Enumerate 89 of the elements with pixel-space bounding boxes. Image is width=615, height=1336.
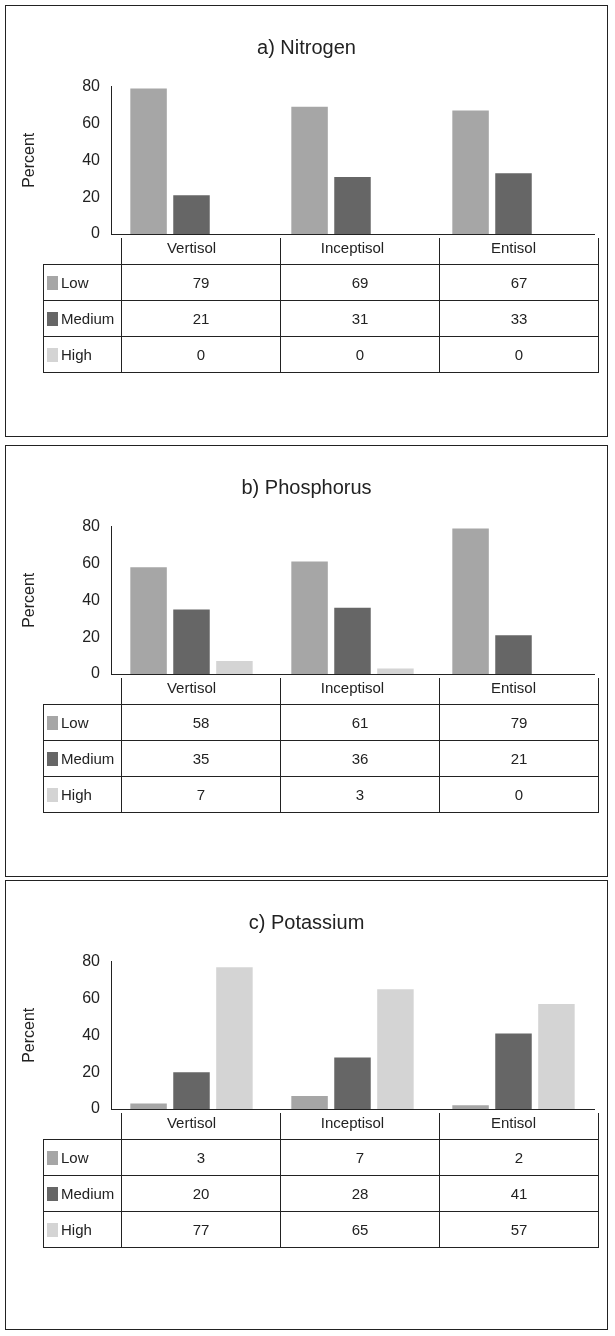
legend-label: Low — [61, 714, 89, 731]
y-tick-label: 60 — [82, 113, 101, 131]
y-tick-label: 0 — [91, 224, 101, 242]
data-label: 0 — [280, 336, 440, 373]
y-tick-label: 40 — [82, 590, 101, 608]
legend-label: Low — [61, 274, 89, 291]
bar — [538, 1003, 575, 1109]
bar — [334, 176, 371, 234]
data-label: 36 — [280, 740, 440, 777]
data-label: 58 — [121, 704, 281, 741]
bar — [291, 106, 328, 234]
bar — [173, 609, 210, 674]
chart-title: b) Phosphorus — [240, 476, 373, 499]
bar — [291, 1096, 328, 1109]
y-tick-label: 0 — [91, 664, 101, 682]
data-label: 69 — [280, 264, 440, 301]
data-label: 0 — [439, 336, 599, 373]
y-tick-label: 60 — [82, 553, 101, 571]
data-label: 3 — [121, 1139, 281, 1176]
data-label: 7 — [121, 776, 281, 813]
x-tick-label: Entisol — [490, 239, 537, 257]
data-label: 41 — [439, 1175, 599, 1212]
y-tick-label: 20 — [82, 627, 101, 645]
y-axis-title: Percent — [20, 132, 38, 188]
bar — [495, 1033, 532, 1109]
legend-label: Medium — [61, 750, 115, 767]
legend-label: Medium — [61, 310, 115, 327]
y-axis-title: Percent — [20, 1007, 38, 1063]
y-axis-title: Percent — [20, 572, 38, 628]
y-tick-label: 60 — [82, 988, 101, 1006]
y-tick-label: 80 — [82, 517, 101, 535]
data-label: 2 — [439, 1139, 599, 1176]
bar — [216, 967, 253, 1109]
data-label: 79 — [439, 704, 599, 741]
bar — [216, 661, 253, 674]
data-label: 21 — [121, 300, 281, 337]
data-label: 7 — [280, 1139, 440, 1176]
bar — [334, 1057, 371, 1109]
y-tick-label: 40 — [82, 1025, 101, 1043]
data-label: 21 — [439, 740, 599, 777]
data-label: 35 — [121, 740, 281, 777]
x-tick-label: Vertisol — [166, 1114, 217, 1132]
bar — [452, 110, 489, 234]
x-tick-label: Inceptisol — [320, 239, 385, 257]
legend-label: High — [61, 1221, 92, 1238]
bar — [173, 195, 210, 234]
y-tick-label: 40 — [82, 150, 101, 168]
bar — [377, 668, 414, 674]
bar — [130, 1103, 167, 1109]
bar — [452, 528, 489, 674]
bar — [334, 607, 371, 674]
data-label: 28 — [280, 1175, 440, 1212]
x-tick-label: Vertisol — [166, 239, 217, 257]
data-label: 61 — [280, 704, 440, 741]
bar — [495, 635, 532, 674]
y-tick-label: 0 — [91, 1099, 101, 1117]
y-tick-label: 80 — [82, 952, 101, 970]
legend-label: High — [61, 786, 92, 803]
bar — [495, 173, 532, 234]
data-label: 65 — [280, 1211, 440, 1248]
chart-title: a) Nitrogen — [256, 36, 357, 59]
x-tick-label: Entisol — [490, 679, 537, 697]
x-tick-label: Entisol — [490, 1114, 537, 1132]
x-tick-label: Vertisol — [166, 679, 217, 697]
legend-label: Medium — [61, 1185, 115, 1202]
y-tick-label: 20 — [82, 1062, 101, 1080]
data-label: 57 — [439, 1211, 599, 1248]
data-label: 77 — [121, 1211, 281, 1248]
data-label: 0 — [439, 776, 599, 813]
data-label: 67 — [439, 264, 599, 301]
y-tick-label: 80 — [82, 77, 101, 95]
bar — [130, 567, 167, 674]
bar — [130, 88, 167, 234]
data-label: 3 — [280, 776, 440, 813]
y-tick-label: 20 — [82, 187, 101, 205]
bar — [452, 1105, 489, 1109]
data-label: 79 — [121, 264, 281, 301]
data-label: 31 — [280, 300, 440, 337]
legend-label: High — [61, 346, 92, 363]
data-label: 20 — [121, 1175, 281, 1212]
data-label: 33 — [439, 300, 599, 337]
data-label: 0 — [121, 336, 281, 373]
x-tick-label: Inceptisol — [320, 1114, 385, 1132]
legend-label: Low — [61, 1149, 89, 1166]
bar — [377, 989, 414, 1109]
chart-title: c) Potassium — [247, 911, 366, 934]
x-tick-label: Inceptisol — [320, 679, 385, 697]
bar — [173, 1072, 210, 1109]
bar — [291, 561, 328, 674]
